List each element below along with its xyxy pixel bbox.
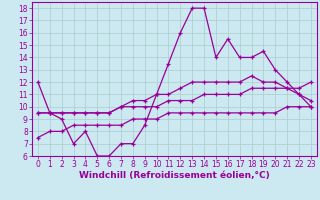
X-axis label: Windchill (Refroidissement éolien,°C): Windchill (Refroidissement éolien,°C): [79, 171, 270, 180]
